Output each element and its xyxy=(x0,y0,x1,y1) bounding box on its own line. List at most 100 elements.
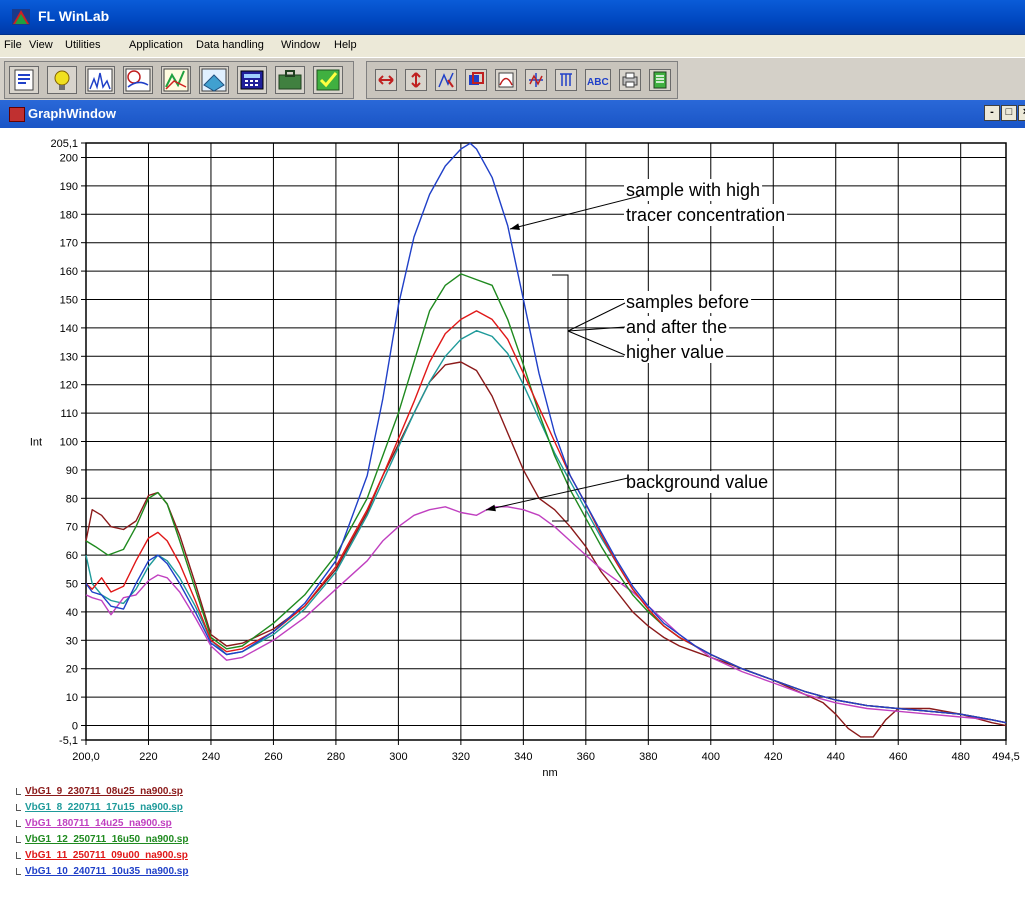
peak-label-icon[interactable] xyxy=(555,69,577,91)
y-tick-label: 180 xyxy=(60,209,78,221)
y-tick-label: 200 xyxy=(60,152,78,164)
menu-utilities[interactable]: Utilities xyxy=(65,39,101,51)
toolbar-group-applications xyxy=(4,61,354,99)
annotation-text: tracer concentration xyxy=(626,205,785,225)
x-tick-label: 460 xyxy=(889,751,907,763)
expand-y-icon[interactable] xyxy=(405,69,427,91)
lamp-icon[interactable] xyxy=(47,66,77,94)
menu-view[interactable]: View xyxy=(29,39,53,51)
legend-item[interactable]: VbG1_12_250711_16u50_na900.sp xyxy=(16,834,416,850)
smooth-icon[interactable] xyxy=(495,69,517,91)
legend-item-label: VbG1_9_230711_08u25_na900.sp xyxy=(25,786,183,797)
legend-item-icon xyxy=(16,819,21,827)
y-tick-label: 20 xyxy=(66,664,78,676)
y-tick-label: -5,1 xyxy=(59,735,78,747)
legend-item-label: VbG1_11_250711_09u00_na900.sp xyxy=(25,850,188,861)
app-titlebar: FL WinLab xyxy=(0,0,1025,35)
annotation-text: higher value xyxy=(626,342,724,362)
notes-icon[interactable] xyxy=(649,69,671,91)
expand-x-icon[interactable] xyxy=(375,69,397,91)
y-tick-label: 40 xyxy=(66,607,78,619)
legend-item[interactable]: VbG1_11_250711_09u00_na900.sp xyxy=(16,850,416,866)
series-line-1 xyxy=(85,361,1007,738)
print-icon[interactable] xyxy=(619,69,641,91)
annotation-bracket xyxy=(552,274,569,522)
annotation-arrow xyxy=(485,477,629,511)
annotation-text: and after the xyxy=(626,317,727,337)
annotation-text: background value xyxy=(626,472,768,492)
y-tick-label: 80 xyxy=(66,493,78,505)
time-drive-icon[interactable] xyxy=(123,66,153,94)
close-button[interactable]: × xyxy=(1018,105,1025,121)
x-tick-label: 260 xyxy=(264,751,282,763)
annotation-background xyxy=(624,341,727,363)
legend-item[interactable]: VbG1_8_220711_17u15_na900.sp xyxy=(16,802,416,818)
annotation-background xyxy=(624,179,763,201)
app-title: FL WinLab xyxy=(38,8,110,24)
y-axis-label: Int xyxy=(30,437,42,449)
x-tick-label: 494,5 xyxy=(992,751,1020,763)
report-icon[interactable] xyxy=(9,66,39,94)
annotation-background xyxy=(624,471,771,493)
legend-item-icon xyxy=(16,867,21,875)
menu-window[interactable]: Window xyxy=(281,39,321,51)
x-tick-label: 340 xyxy=(514,751,532,763)
graph-window-titlebar: GraphWindow - □ × xyxy=(0,100,1025,128)
annotation-bracket-connector xyxy=(567,330,626,356)
y-tick-label: 120 xyxy=(60,380,78,392)
spectrum-chart: 205,120019018017016015014013012011010090… xyxy=(30,138,1020,779)
abc-label-icon[interactable]: ABC xyxy=(585,69,611,91)
y-tick-label: 190 xyxy=(60,181,78,193)
x-tick-label: 280 xyxy=(327,751,345,763)
y-tick-label: 100 xyxy=(60,437,78,449)
y-tick-label: 90 xyxy=(66,465,78,477)
minimize-button[interactable]: - xyxy=(984,105,1000,121)
peak-cursor-icon[interactable] xyxy=(435,69,457,91)
legend-item-icon xyxy=(16,803,21,811)
legend-item-label: VbG1_12_250711_16u50_na900.sp xyxy=(25,834,189,845)
menu-application[interactable]: Application xyxy=(129,39,183,51)
x-tick-label: 480 xyxy=(952,751,970,763)
menu-bar: File View Utilities Application Data han… xyxy=(0,35,1025,57)
maximize-button[interactable]: □ xyxy=(1001,105,1017,121)
overlay-icon[interactable] xyxy=(465,69,487,91)
y-tick-label: 0 xyxy=(72,721,78,733)
legend: VbG1_9_230711_08u25_na900.sp VbG1_8_22071… xyxy=(16,786,416,882)
checklist-icon[interactable] xyxy=(313,66,343,94)
legend-item-label: VbG1_8_220711_17u15_na900.sp xyxy=(25,802,183,813)
legend-item[interactable]: VbG1_10_240711_10u35_na900.sp xyxy=(16,866,416,882)
y-tick-label: 30 xyxy=(66,635,78,647)
annotation-arrow xyxy=(509,195,641,230)
series-line-5 xyxy=(85,310,1007,724)
y-tick-label: 110 xyxy=(60,408,78,420)
3d-scan-icon[interactable] xyxy=(161,66,191,94)
legend-item-label: VbG1_10_240711_10u35_na900.sp xyxy=(25,866,189,877)
toolbar-group-graph-tools: ABC xyxy=(366,61,678,99)
derivative-icon[interactable] xyxy=(525,69,547,91)
menu-file[interactable]: File xyxy=(4,39,22,51)
briefcase-icon[interactable] xyxy=(275,66,305,94)
x-tick-label: 200,0 xyxy=(72,751,100,763)
x-tick-label: 380 xyxy=(639,751,657,763)
svg-text:ABC: ABC xyxy=(587,77,609,88)
y-tick-label: 160 xyxy=(60,266,78,278)
spectrum-scan-icon[interactable] xyxy=(85,66,115,94)
y-tick-label: 50 xyxy=(66,579,78,591)
contour-icon[interactable] xyxy=(199,66,229,94)
annotation-text: samples before xyxy=(626,292,749,312)
annotation-bracket-connector xyxy=(567,302,626,332)
menu-help[interactable]: Help xyxy=(334,39,357,51)
annotation-background xyxy=(624,316,730,338)
fl-winlab-icon xyxy=(12,9,30,25)
legend-item[interactable]: VbG1_180711_14u25_na900.sp xyxy=(16,818,416,834)
annotation-background xyxy=(624,204,788,226)
y-tick-label: 140 xyxy=(60,323,78,335)
calculator-icon[interactable] xyxy=(237,66,267,94)
legend-item[interactable]: VbG1_9_230711_08u25_na900.sp xyxy=(16,786,416,802)
y-tick-label: 60 xyxy=(66,550,78,562)
x-tick-label: 420 xyxy=(764,751,782,763)
menu-data-handling[interactable]: Data handling xyxy=(196,39,264,51)
x-tick-label: 320 xyxy=(452,751,470,763)
x-tick-label: 400 xyxy=(702,751,720,763)
annotation-bracket-connector xyxy=(567,326,626,332)
